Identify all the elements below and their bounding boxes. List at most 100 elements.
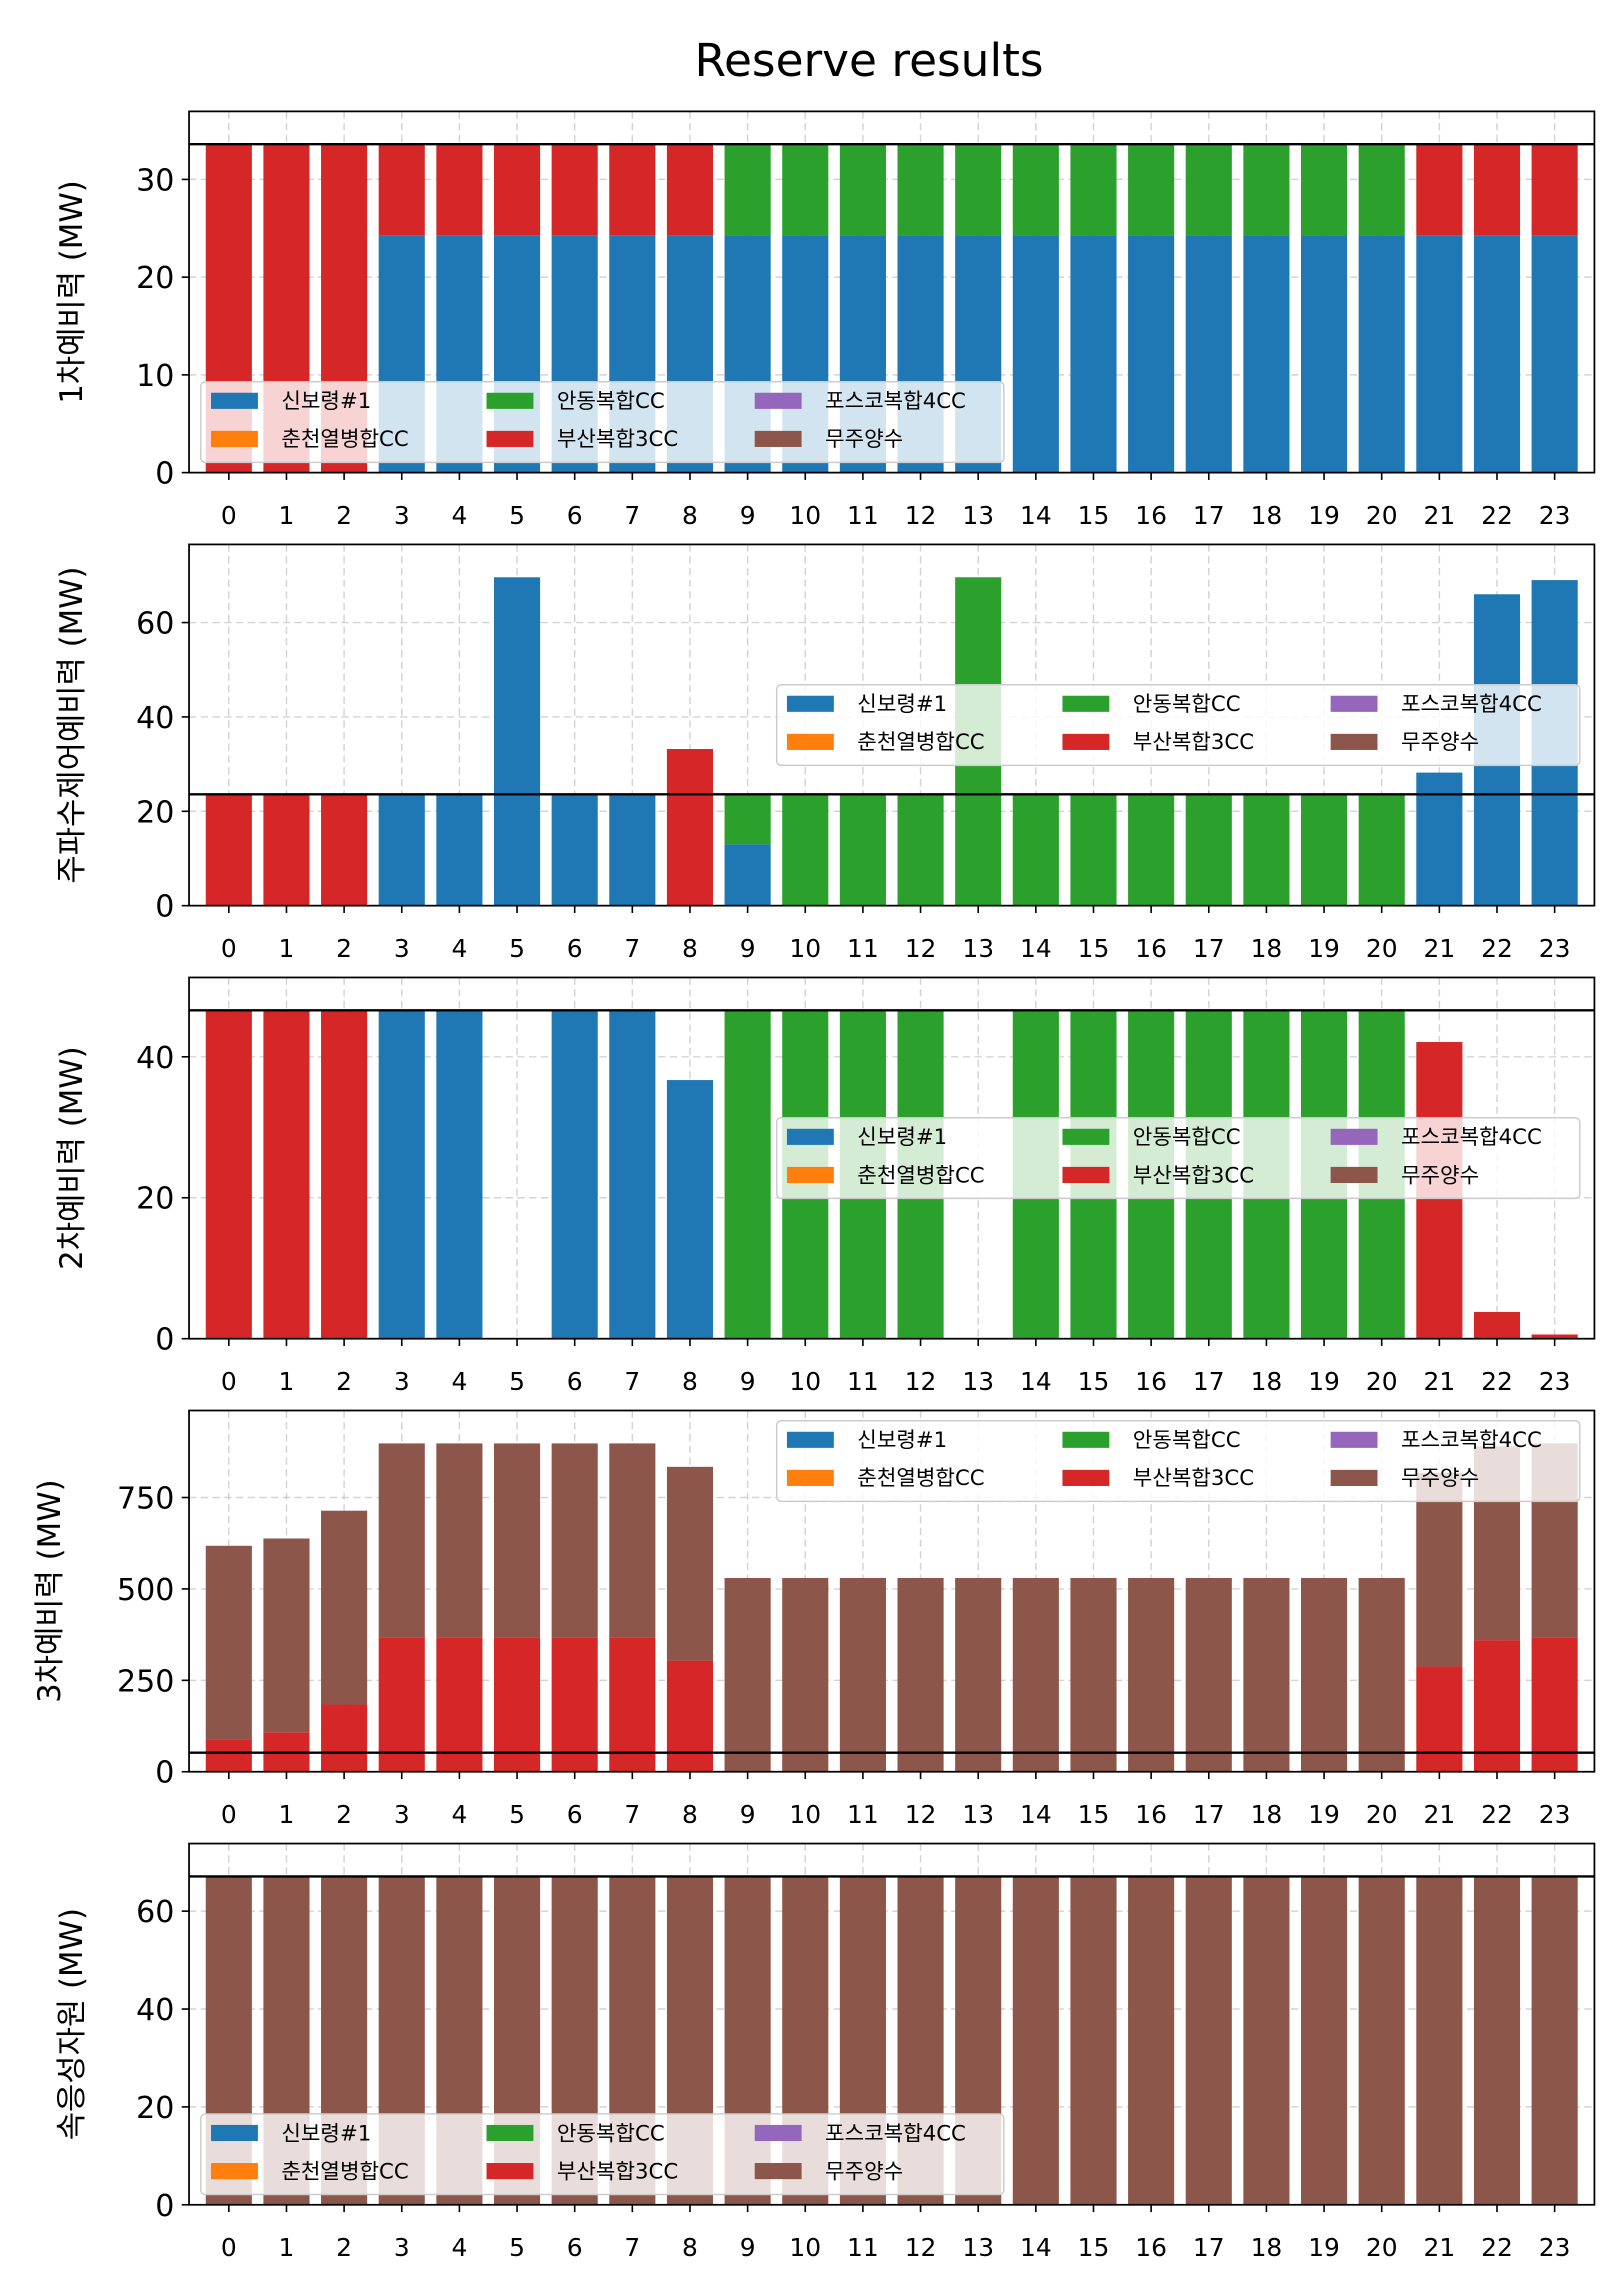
chart-3-legend-swatch-shinboryeong-1 [786, 1128, 834, 1145]
chart-4-bar-hour-3-busan-3cc [378, 1637, 425, 1772]
chart-1-xtick-label-6: 6 [567, 501, 583, 530]
chart-5-bar-hour-23-muju-pumped [1531, 1876, 1578, 2205]
chart-2-xtick-label-8: 8 [682, 934, 698, 963]
chart-5-legend-label-muju-pumped: 무주양수 [825, 2159, 903, 2184]
chart-3-legend-swatch-muju-pumped [1330, 1166, 1378, 1183]
chart-1-ytick-label-2: 20 [136, 261, 174, 296]
chart-1-bar-hour-16-andong-cc [1128, 144, 1175, 236]
chart-2-bar-hour-7-shinboryeong-1 [609, 794, 656, 906]
chart-5-bar-hour-20-muju-pumped [1358, 1876, 1405, 2205]
chart-2-legend: 신보령#1 춘천열병합CC 안동복합CC 부산복합3CC 포스코복합4CC 무주양수 [775, 684, 1581, 767]
chart-3-legend: 신보령#1 춘천열병합CC 안동복합CC 부산복합3CC 포스코복합4CC 무주양수 [775, 1117, 1581, 1200]
chart-5-xtick-label-3: 3 [394, 2233, 410, 2262]
chart-2-bar-hour-9-shinboryeong-1 [724, 844, 771, 906]
chart-1-bar-hour-15-andong-cc [1070, 144, 1117, 236]
chart-1-xtick-label-19: 19 [1308, 501, 1340, 530]
chart-2-bar-hour-20-andong-cc [1358, 794, 1405, 906]
chart-4-xtick-label-5: 5 [509, 1800, 525, 1829]
chart-5-ytick-label-1: 20 [136, 2091, 174, 2126]
chart-5-bar-hour-21-muju-pumped [1416, 1876, 1463, 2205]
chart-4-xtick-label-9: 9 [740, 1800, 756, 1829]
chart-4-xtick-label-17: 17 [1193, 1800, 1225, 1829]
chart-1-xtick-label-12: 12 [905, 501, 937, 530]
chart-1-frame [188, 110, 1596, 474]
chart-2-bar-hour-19-andong-cc [1301, 794, 1348, 906]
chart-2-xtick-label-20: 20 [1366, 934, 1398, 963]
chart-1-legend-label-busan-3cc: 부산복합3CC [557, 427, 678, 452]
chart-2-xtick-label-2: 2 [336, 934, 352, 963]
chart-2-legend-label-shinboryeong-1: 신보령#1 [857, 692, 947, 717]
chart-1-xtick-label-15: 15 [1078, 501, 1110, 530]
chart-4-bar-hour-20-muju-pumped [1358, 1577, 1405, 1772]
chart-4-y-axis-label: 3차예비력 (MW) [32, 1479, 68, 1703]
chart-5-xtick-label-12: 12 [905, 2233, 937, 2262]
chart-1-ytick-label-3: 30 [136, 163, 174, 198]
chart-4-legend-swatch-muju-pumped [1330, 1469, 1378, 1486]
chart-1-legend-swatch-chuncheon-chp-cc [211, 430, 258, 447]
chart-2-xtick-label-3: 3 [394, 934, 410, 963]
chart-4-xtick-label-18: 18 [1251, 1800, 1283, 1829]
chart-2-bar-hour-11-andong-cc [839, 794, 886, 906]
chart-3-legend-swatch-andong-cc [1062, 1128, 1110, 1145]
chart-5-xtick-label-2: 2 [336, 2233, 352, 2262]
chart-5-legend-label-andong-cc: 안동복합CC [557, 2121, 665, 2146]
chart-4-bar-hour-7-busan-3cc [609, 1637, 656, 1772]
chart-2-frame [188, 543, 1596, 907]
chart-2-legend-swatch-muju-pumped [1330, 733, 1378, 750]
chart-4-bar-hour-16-muju-pumped [1128, 1577, 1175, 1772]
chart-2-xtick-label-21: 21 [1423, 934, 1455, 963]
chart-4-xtick-label-1: 1 [279, 1800, 295, 1829]
chart-4-bars [205, 1443, 1578, 1772]
chart-4-bar-hour-12-muju-pumped [897, 1577, 944, 1772]
chart-3-xtick-label-16: 16 [1135, 1367, 1167, 1396]
chart-4-legend-swatch-shinboryeong-1 [786, 1431, 834, 1448]
chart-1-bar-hour-8-busan-3cc [666, 144, 714, 236]
chart-3-xtick-label-15: 15 [1078, 1367, 1110, 1396]
chart-1-legend-label-muju-pumped: 무주양수 [825, 427, 903, 452]
chart-3-bar-hour-9-andong-cc [724, 1010, 771, 1339]
chart-1-legend-label-andong-cc: 안동복합CC [557, 389, 665, 414]
chart-3-bar-hour-22-busan-3cc [1473, 1311, 1521, 1339]
chart-2-bar-hour-1-busan-3cc [263, 794, 310, 906]
chart-2-xtick-label-15: 15 [1078, 934, 1110, 963]
chart-3-xtick-label-17: 17 [1193, 1367, 1225, 1396]
chart-1-xtick-label-9: 9 [740, 501, 756, 530]
chart-3-xtick-label-7: 7 [624, 1367, 640, 1396]
chart-3-legend-label-andong-cc: 안동복합CC [1133, 1125, 1241, 1150]
chart-1-bar-hour-20-andong-cc [1358, 144, 1405, 236]
chart-2-legend-label-muju-pumped: 무주양수 [1401, 730, 1479, 755]
chart-5-ytick-label-2: 40 [136, 1993, 174, 2028]
chart-4-bar-hour-13-muju-pumped [955, 1577, 1002, 1772]
chart-2-bar-hour-16-andong-cc [1128, 794, 1175, 906]
chart-1-xtick-label-10: 10 [789, 501, 821, 530]
chart-4-xtick-label-13: 13 [962, 1800, 994, 1829]
chart-2-bar-hour-12-andong-cc [897, 794, 944, 906]
chart-1-xtick-label-8: 8 [682, 501, 698, 530]
chart-3-legend-label-busan-3cc: 부산복합3CC [1133, 1163, 1254, 1188]
chart-2-bar-hour-2-busan-3cc [321, 794, 368, 906]
chart-3-legend-frame [775, 1117, 1581, 1200]
chart-5-legend-swatch-shinboryeong-1 [211, 2124, 258, 2142]
chart-1-bar-hour-13-andong-cc [955, 144, 1002, 236]
chart-3-frame [188, 976, 1596, 1340]
chart-1-xtick-label-23: 23 [1539, 501, 1571, 530]
chart-5-bar-hour-22-muju-pumped [1473, 1876, 1521, 2205]
figure-title: Reserve results [694, 34, 1043, 87]
chart-2-xtick-label-1: 1 [279, 934, 295, 963]
chart-5-xtick-label-22: 22 [1481, 2233, 1513, 2262]
chart-2-legend-label-busan-3cc: 부산복합3CC [1133, 730, 1254, 755]
chart-5-xtick-label-17: 17 [1193, 2233, 1225, 2262]
chart-1-legend-swatch-andong-cc [486, 392, 534, 409]
chart-2-bar-hour-6-shinboryeong-1 [551, 794, 598, 906]
chart-2-bar-hour-18-andong-cc [1243, 794, 1290, 906]
chart-2-legend-frame [775, 684, 1581, 767]
chart-1-legend-swatch-muju-pumped [754, 430, 802, 447]
chart-3-bar-hour-7-shinboryeong-1 [609, 1010, 656, 1339]
chart-2-xtick-label-0: 0 [221, 934, 237, 963]
chart-5-bars [205, 1876, 1578, 2205]
chart-3-bar-hour-4-shinboryeong-1 [436, 1010, 483, 1339]
chart-5-xtick-label-1: 1 [279, 2233, 295, 2262]
